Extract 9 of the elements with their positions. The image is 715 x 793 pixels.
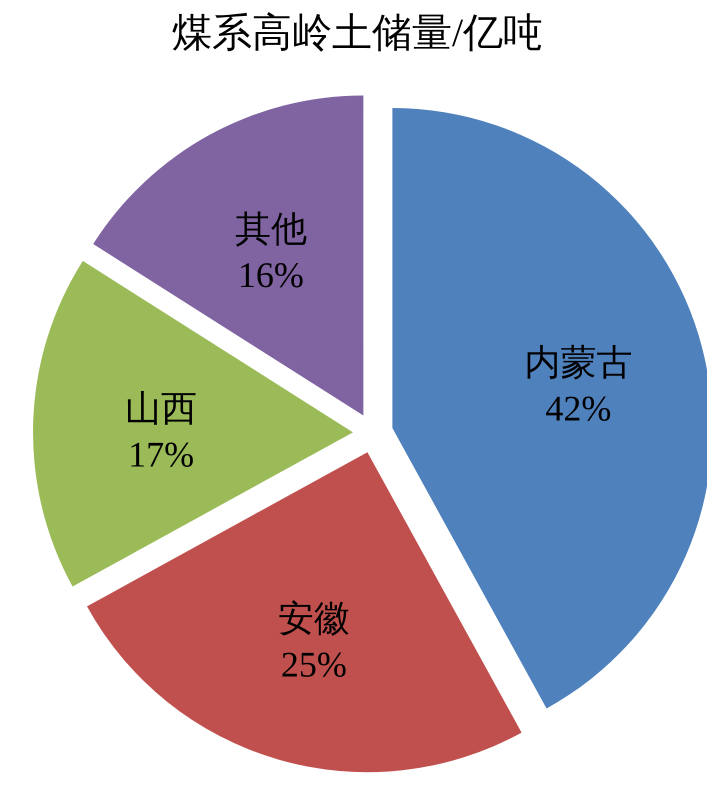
data-label: 42%	[545, 388, 612, 428]
data-label: 17%	[128, 434, 194, 474]
chart-title: 煤系高岭土储量/亿吨	[170, 9, 544, 57]
slice-label: 安徽	[278, 598, 350, 639]
data-label: 16%	[238, 255, 304, 296]
slice-label: 山西	[125, 388, 198, 428]
data-label: 25%	[280, 644, 347, 685]
slice-label: 其他	[234, 209, 307, 250]
slice-label: 内蒙古	[524, 342, 632, 382]
